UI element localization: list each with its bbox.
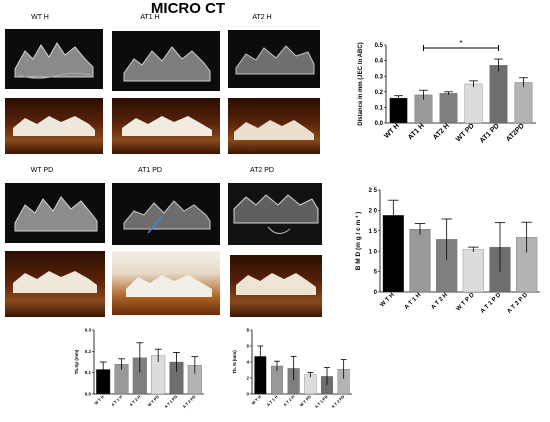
panel-caption-wt-h: WT H (31, 14, 49, 21)
render-3d-at1-pd (112, 251, 220, 315)
y-tick-label: 0.4 (375, 59, 384, 65)
render-3d-wt-pd (5, 251, 105, 317)
y-tick-label: 8 (246, 328, 249, 333)
y-tick-label: 1 5 (369, 229, 378, 235)
y-tick-label: 0 (374, 290, 378, 296)
y-axis-label: Distance in mm (JEC to ABC) (358, 42, 364, 125)
bar-2 (409, 229, 431, 293)
render-3d-at2-pd (230, 255, 322, 317)
x-category-label: A T 2 H (128, 394, 141, 407)
microct-scan-at2-pd (228, 183, 322, 245)
significance-star: * (459, 39, 462, 48)
y-axis-label: Tb. N (mm) (232, 350, 237, 374)
x-category-label: W T H (379, 292, 395, 308)
x-category-label: W T PD (299, 394, 313, 408)
panel-caption-at1-pd: AT1 PD (138, 167, 162, 174)
y-tick-label: 0.5 (375, 43, 384, 49)
render-3d-wt-h (5, 98, 103, 154)
x-category-label: A T 1 H (110, 394, 123, 407)
panel-caption-at2-h: AT2 H (252, 14, 272, 21)
microct-scan-at2-h (228, 30, 320, 88)
y-tick-label: 0.3 (85, 328, 92, 333)
microct-scan-wt-h (5, 29, 103, 89)
x-category-label: WT PD (455, 122, 476, 143)
x-category-label: WT H (383, 122, 401, 140)
bar-4 (462, 249, 484, 293)
x-category-label: W T P D (456, 292, 477, 313)
bar-4 (304, 374, 317, 395)
x-category-label: AT2 H (432, 122, 451, 141)
render-3d-at2-h (228, 98, 320, 154)
microct-scan-at1-pd (112, 183, 220, 245)
x-category-label: AT1 H (407, 122, 426, 141)
chart-distance-jec-abc: 0.0 0.1 0.2 0.3 0.4 0.5 Distance in mm (JEC to… (358, 39, 536, 145)
figure-title: MICRO CT (150, 0, 226, 17)
y-tick-label: 6 (246, 344, 249, 349)
x-category-label: A T 1 H (404, 292, 423, 311)
y-tick-label: 1 0 (369, 249, 378, 255)
y-tick-label: 2 (246, 376, 249, 381)
microct-scan-wt-pd (5, 183, 105, 243)
x-category-label: A T 2 P D (506, 292, 529, 315)
y-tick-label: 0 (246, 392, 249, 397)
panel-caption-at2-pd: AT2 PD (250, 167, 274, 174)
y-tick-label: 0.3 (375, 74, 384, 80)
panel-caption-wt-pd: WT PD (30, 167, 54, 174)
y-tick-label: 0.1 (85, 370, 92, 375)
y-tick-label: 4 (246, 360, 249, 365)
x-category-label: AT2PD (505, 122, 526, 143)
y-tick-label: 0.0 (375, 121, 384, 127)
x-category-label: A T 2 PD (181, 394, 196, 409)
x-category-label: A T 1 P D (480, 292, 503, 315)
x-category-label: W T H (250, 394, 262, 406)
chart-bmd: 0 5 1 0 1 5 2 0 2 5 B M D (m g / c m ³ ) W T H A… (355, 188, 540, 315)
y-tick-label: 2 5 (369, 188, 378, 194)
chart-tb-sp: 0.0 0.1 0.2 0.3 Tb.Sp (mm) W T H A T 1 H A T 2 … (74, 328, 204, 409)
render-3d-at1-h (112, 98, 220, 154)
x-category-label: A T 2 H (282, 394, 295, 407)
y-axis-label: B M D (m g / c m ³ ) (355, 212, 362, 271)
x-category-label: W T PD (146, 394, 160, 408)
bar-4 (464, 83, 483, 124)
bar-5 (489, 65, 508, 124)
microct-scan-at1-h (112, 31, 220, 91)
x-category-label: A T 1 PD (163, 394, 178, 409)
y-tick-label: 0.2 (375, 90, 384, 96)
x-category-label: A T 2 H (430, 292, 449, 311)
x-category-label: A T 1 PD (314, 394, 329, 409)
panel-caption-at1-h: AT1 H (140, 14, 160, 21)
x-category-label: A T 1 H (266, 394, 279, 407)
x-category-label: A T 2 PD (330, 394, 345, 409)
y-tick-label: 5 (374, 270, 378, 276)
bar-6 (514, 82, 533, 124)
y-tick-label: 0.0 (85, 392, 92, 397)
y-tick-label: 0.2 (85, 349, 92, 354)
x-category-label: W T H (93, 394, 105, 406)
y-tick-label: 2 0 (369, 209, 378, 215)
y-axis-label: Tb.Sp (mm) (74, 349, 79, 374)
bar-3 (439, 93, 458, 124)
bar-1 (389, 97, 408, 124)
y-tick-label: 0.1 (375, 106, 384, 112)
x-category-label: AT1 PD (479, 122, 501, 144)
